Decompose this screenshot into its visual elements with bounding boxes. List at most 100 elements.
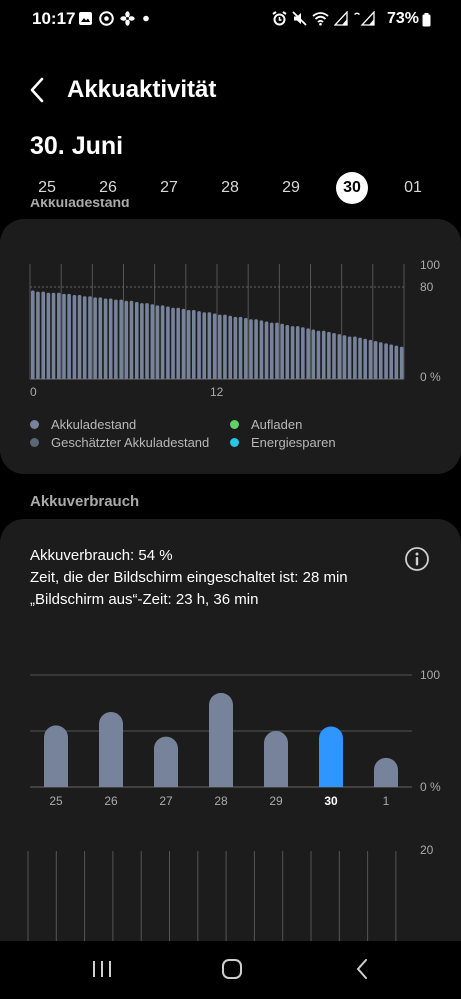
battery-level-bar [77,295,82,379]
x-tick-label-0: 0 [30,385,37,399]
battery-level-bar [378,342,383,379]
y-tick-label-0: 0 % [420,370,441,384]
status-left-icons [78,11,151,26]
page-title: Akkuaktivität [67,76,217,103]
battery-level-bar [228,315,233,379]
battery-level-bar [129,300,134,379]
battery-level-bar [46,292,51,379]
battery-level-bar [207,312,212,379]
battery-level-bar [280,323,284,379]
battery-level-chart: 100 80 0 % 0 12 [29,258,441,399]
battery-level-bar [259,320,264,379]
usage-x-label-26: 26 [104,794,118,808]
battery-level-bar [342,335,347,379]
screen-off-line: „Bildschirm aus“-Zeit: 23 h, 36 min [30,591,259,608]
battery-level-bar [186,310,191,379]
legend-item-estimated: Geschätzter Akkuladestand [30,435,209,450]
legend-item-level: Akkuladestand [30,417,136,432]
battery-level-bar [249,319,253,379]
battery-level-bar [295,326,300,379]
back-button[interactable] [26,76,50,104]
wifi-icon [312,12,329,26]
day-item-29[interactable]: 29 [282,179,300,196]
battery-level-bar [82,296,87,379]
battery-level-bar [150,304,155,379]
day-item-01[interactable]: 01 [404,179,422,196]
usage-x-label-27: 27 [159,794,173,808]
day-item-27[interactable]: 27 [160,179,178,196]
home-button[interactable] [221,959,243,979]
battery-level-bar [233,316,238,379]
battery-level-bar [223,314,227,379]
battery-level-bar [191,310,196,379]
app-header: Akkuaktivität [0,70,461,110]
battery-level-bar [306,328,310,379]
battery-level-bar [332,333,336,379]
battery-level-bar [145,303,149,379]
usage-section-title: Akkuverbrauch [30,493,140,510]
status-bar: 10:17 73% [0,0,461,40]
signal-icon [334,11,348,26]
time-y-tick-top: 20 [420,843,434,857]
battery-level-bar [368,339,373,379]
signal-2-icon [354,11,375,26]
battery-level-bar [218,314,222,379]
battery-level-bar [389,344,394,379]
battery-level-bar [301,327,305,379]
status-time: 10:17 [32,9,76,28]
battery-level-bar [358,337,362,379]
battery-level-bar [36,291,40,379]
battery-level-bar [394,345,399,379]
status-right-icons [272,11,375,26]
battery-level-bar [321,330,326,379]
day-item-26[interactable]: 26 [99,179,117,196]
battery-level-bar [275,322,279,379]
battery-level-bar [140,303,144,379]
battery-level-bar [373,341,378,379]
back-nav-button[interactable] [352,959,374,979]
usage-x-label-29: 29 [269,794,283,808]
battery-level-bar [384,343,388,379]
day-item-30[interactable]: 30 [336,172,368,204]
usage-bar-30 [319,726,343,787]
usage-info: Akkuverbrauch: 54 % Zeit, die der Bildsc… [30,545,348,611]
usage-y-tick-top: 100 [420,668,440,682]
recent-apps-button[interactable] [91,959,113,979]
battery-level-bar [311,329,316,379]
battery-level-bar [290,326,295,379]
battery-level-bar [399,346,404,379]
gallery-icon [79,12,92,25]
battery-level-bar [285,324,290,379]
battery-level-bar [51,292,56,379]
level-card-peek-label: Akkuladestand [30,199,130,210]
battery-level-bar [202,312,207,379]
y-tick-label-80: 80 [420,280,434,294]
battery-level-bar [171,307,175,379]
battery-usage-chart: 25 26 27 28 29 30 1 100 0 % [30,668,441,808]
day-item-28[interactable]: 28 [221,179,239,196]
battery-level-bar [238,316,243,379]
battery-level-bar [103,298,108,379]
battery-level-legend: Akkuladestand Geschätzter Akkuladestand … [30,417,450,457]
battery-level-bar [337,334,342,379]
battery-level-bar [269,322,274,379]
battery-level-bar [347,336,352,379]
battery-level-bar [93,297,97,379]
usage-y-tick-0: 0 % [420,780,441,794]
legend-label-power-saving: Energiesparen [251,435,336,450]
battery-level-bar [363,338,367,379]
battery-level-bar [264,321,269,379]
info-button[interactable] [404,546,430,572]
battery-level-bar [72,295,77,379]
usage-bar-28 [209,692,233,787]
battery-level-bar [67,293,71,379]
battery-level-bar [134,301,139,379]
battery-percent: 73% [386,10,419,27]
level-card-peek-title: Akkuladestand [30,199,130,211]
legend-dot-charging [230,420,239,429]
day-item-25[interactable]: 25 [38,179,56,196]
battery-level-bar [197,311,201,379]
battery-level-bar [244,318,248,379]
battery-level-bar [57,292,61,379]
legend-label-charging: Aufladen [251,417,303,432]
